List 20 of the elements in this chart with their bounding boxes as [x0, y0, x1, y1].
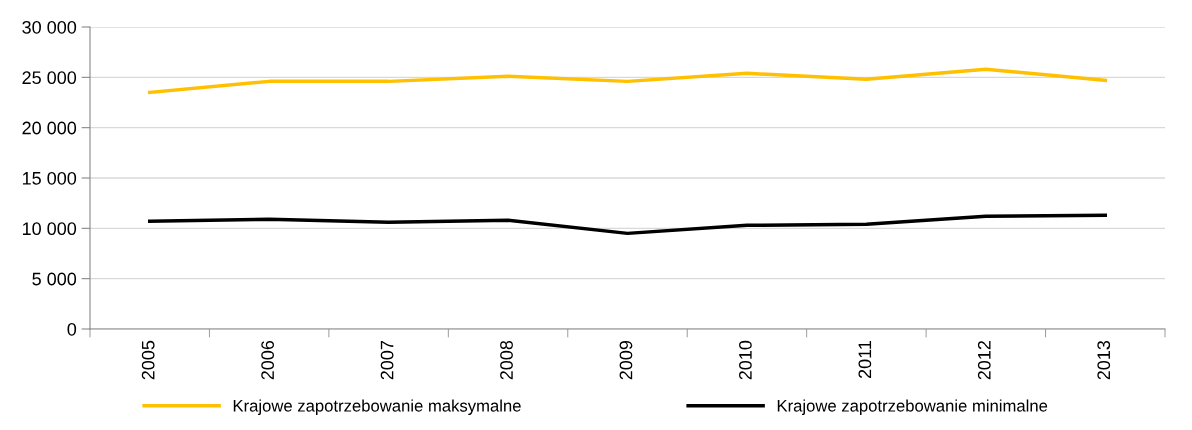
y-tick-label: 15 000	[22, 171, 77, 185]
y-tick-label: 10 000	[22, 222, 77, 236]
x-tick-label: 2009	[619, 340, 633, 380]
x-tick-label: 2008	[500, 340, 513, 380]
x-tick-label: 2012	[977, 341, 991, 380]
legend-label: Krajowe zapotrzebowanie maksymalne	[233, 399, 521, 415]
x-tick-label: 2013	[1097, 340, 1111, 380]
y-tick-label: 25 000	[22, 71, 77, 85]
x-tick-label: 2006	[261, 340, 275, 380]
x-tick-label: 2011	[858, 340, 872, 379]
x-tick-label: 2005	[141, 340, 155, 380]
legend-label: Krajowe zapotrzebowanie minimalne	[777, 399, 1048, 415]
y-tick-label: 30 000	[22, 20, 77, 34]
x-tick-label: 2007	[380, 341, 394, 380]
line-series	[147, 213, 1108, 236]
line-series	[147, 67, 1108, 95]
y-tick-label: 20 000	[22, 121, 77, 135]
y-tick-label: 0	[67, 322, 77, 336]
x-tick-label: 2010	[739, 340, 752, 380]
y-tick-label: 5 000	[32, 272, 77, 286]
